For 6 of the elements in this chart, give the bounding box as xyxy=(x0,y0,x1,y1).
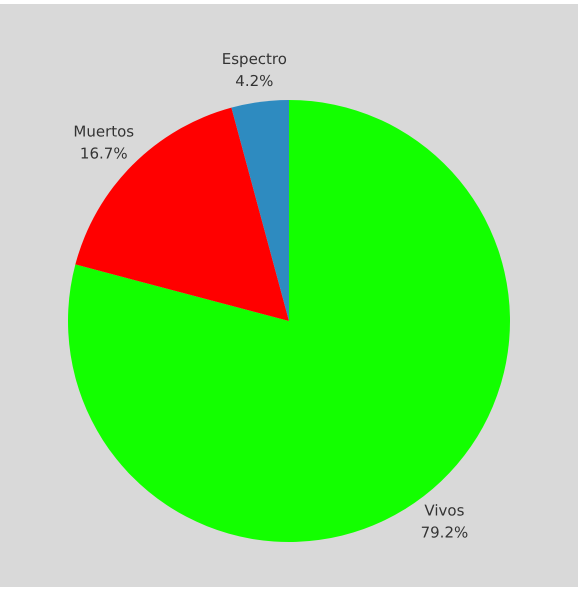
slice-label: Espectro xyxy=(222,50,287,68)
data-label: 16.7% xyxy=(80,144,128,163)
slice-label: Vivos xyxy=(424,501,465,520)
data-label: 79.2% xyxy=(420,523,468,542)
data-label: 4.2% xyxy=(235,72,274,90)
slice-label: Muertos xyxy=(73,122,134,141)
